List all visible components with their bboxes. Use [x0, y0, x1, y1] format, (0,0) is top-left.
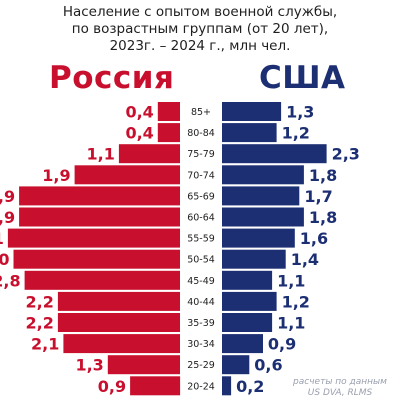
title-line-3: 2023г. – 2024 г., млн чел. [109, 38, 291, 54]
usa-bar-60-64 [222, 207, 304, 227]
title-line-2: по возрастным группам (от 20 лет), [71, 21, 329, 37]
russia-bar-40-44 [57, 291, 180, 311]
usa-value-label-30-34: 0,9 [268, 335, 296, 354]
age-group-label-80-84: 80-84 [187, 128, 215, 139]
russia-value-label-30-34: 2,1 [31, 335, 59, 354]
age-group-label-45-49: 45-49 [187, 276, 215, 287]
russia-bar-80-84 [157, 123, 180, 143]
usa-bar-65-69 [222, 186, 300, 206]
russia-bar-45-49 [24, 270, 180, 290]
usa-bar-80-84 [222, 123, 277, 143]
russia-value-label-70-74: 1,9 [42, 166, 70, 185]
usa-value-label-25-29: 0,6 [254, 356, 282, 375]
russia-value-label-80-84: 0,4 [125, 124, 153, 143]
age-group-label-70-74: 70-74 [187, 170, 215, 181]
age-group-label-65-69: 65-69 [187, 191, 215, 202]
usa-value-label-80-84: 1,2 [282, 124, 310, 143]
usa-value-label-50-54: 1,4 [291, 250, 319, 269]
russia-value-label-55-59: 3,1 [0, 229, 4, 248]
chart-title: Население с опытом военной службы, по во… [0, 4, 400, 55]
age-group-label-50-54: 50-54 [187, 255, 215, 266]
usa-value-label-20-24: 0,2 [236, 377, 264, 396]
usa-value-label-60-64: 1,8 [309, 208, 337, 227]
usa-value-label-55-59: 1,6 [300, 229, 328, 248]
usa-bar-35-39 [222, 313, 273, 332]
usa-bar-50-54 [222, 249, 286, 269]
russia-value-label-50-54: 3,0 [0, 250, 10, 269]
russia-bar-20-24 [130, 376, 181, 396]
russia-bar-75-79 [118, 144, 180, 164]
age-group-label-30-34: 30-34 [187, 339, 215, 350]
usa-value-label-45-49: 1,1 [277, 271, 305, 290]
age-group-label-85+: 85+ [191, 107, 211, 118]
russia-value-label-60-64: 2,9 [0, 208, 15, 227]
russia-bar-70-74 [74, 165, 180, 185]
usa-value-label-35-39: 1,1 [277, 314, 305, 333]
usa-value-label-70-74: 1,8 [309, 166, 337, 185]
usa-value-label-85+: 1,3 [286, 103, 314, 122]
age-group-label-35-39: 35-39 [187, 318, 215, 329]
age-group-label-25-29: 25-29 [187, 360, 215, 371]
russia-bar-55-59 [7, 228, 181, 248]
age-group-label-55-59: 55-59 [187, 234, 215, 245]
russia-bar-85+ [157, 102, 180, 121]
russia-bar-60-64 [19, 207, 180, 227]
russia-bar-25-29 [107, 355, 180, 375]
russia-value-label-45-49: 2,8 [0, 271, 21, 290]
usa-bar-45-49 [222, 270, 273, 290]
russia-bar-35-39 [57, 313, 180, 332]
usa-bar-30-34 [222, 334, 263, 354]
usa-bar-20-24 [222, 376, 232, 396]
usa-bar-75-79 [222, 144, 327, 164]
russia-bar-65-69 [19, 186, 180, 206]
usa-bar-85+ [222, 102, 282, 121]
russia-heading: Россия [49, 60, 175, 96]
russia-value-label-85+: 0,4 [125, 103, 153, 122]
russia-value-label-75-79: 1,1 [87, 145, 115, 164]
russia-value-label-35-39: 2,2 [26, 314, 54, 333]
russia-bar-30-34 [63, 334, 180, 354]
source-line-2: US DVA, RLMS [307, 388, 373, 398]
usa-value-label-75-79: 2,3 [332, 145, 360, 164]
source-line-1: расчеты по данным [293, 377, 387, 387]
usa-bar-25-29 [222, 355, 250, 375]
usa-value-label-65-69: 1,7 [304, 187, 332, 206]
title-line-1: Население с опытом военной службы, [62, 4, 338, 20]
usa-heading: США [259, 60, 346, 96]
source-note: расчеты по данным US DVA, RLMS [290, 377, 390, 399]
age-group-label-60-64: 60-64 [187, 213, 215, 224]
russia-value-label-20-24: 0,9 [98, 377, 126, 396]
russia-bar-50-54 [13, 249, 180, 269]
usa-bar-55-59 [222, 228, 295, 248]
russia-value-label-25-29: 1,3 [75, 356, 103, 375]
age-group-label-75-79: 75-79 [187, 149, 215, 160]
age-group-label-40-44: 40-44 [187, 297, 215, 308]
usa-bar-70-74 [222, 165, 304, 185]
russia-value-label-40-44: 2,2 [26, 292, 54, 311]
age-group-label-20-24: 20-24 [187, 381, 215, 392]
russia-value-label-65-69: 2,9 [0, 187, 15, 206]
usa-bar-40-44 [222, 291, 277, 311]
usa-value-label-40-44: 1,2 [282, 292, 310, 311]
